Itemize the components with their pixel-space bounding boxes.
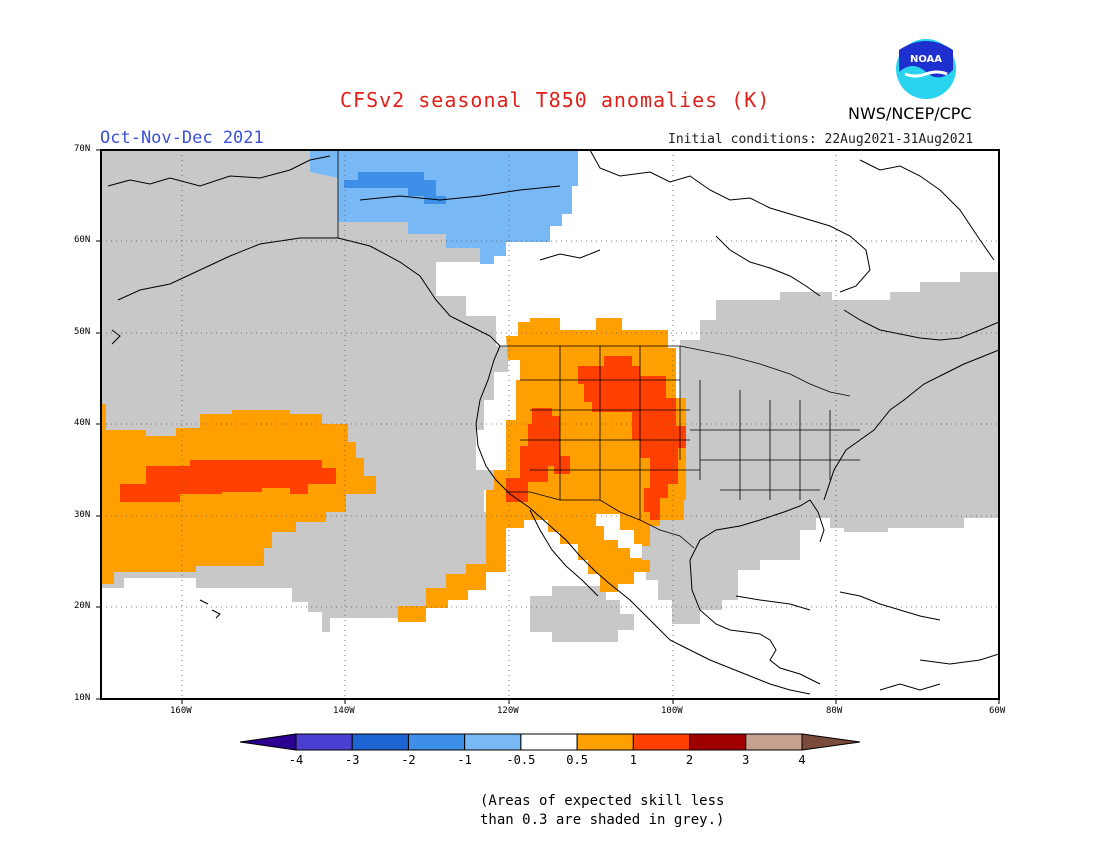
lon-label-80w: 80W — [826, 706, 843, 716]
lon-label-100w: 100W — [661, 706, 683, 716]
noaa-logo-icon: NOAA — [896, 39, 956, 99]
map-title: CFSv2 seasonal T850 anomalies (K) — [340, 88, 771, 112]
agency-label: NWS/NCEP/CPC — [848, 104, 972, 123]
map-background — [101, 150, 999, 699]
colorbar-tick-label: 2 — [685, 753, 694, 767]
initial-conditions-label: Initial conditions: 22Aug2021-31Aug2021 — [668, 132, 974, 147]
grey-region-east-pacific — [530, 586, 634, 642]
colorbar-tick-label: 4 — [798, 753, 806, 767]
map-frame — [100, 149, 1000, 700]
graticule — [101, 150, 999, 699]
skill-note-line-2: than 0.3 are shaded in grey.) — [480, 812, 725, 828]
colorbar-swatch — [689, 733, 747, 751]
lat-label-70n: 70N — [74, 144, 91, 154]
colorbar-swatch — [745, 733, 803, 751]
lat-label-60n: 60N — [74, 235, 91, 245]
svg-text:NOAA: NOAA — [910, 54, 942, 65]
colorbar-swatch — [295, 733, 353, 751]
colorbar-swatch — [464, 733, 522, 751]
colorbar-swatch — [351, 733, 409, 751]
colorbar-tick-label: 1 — [629, 753, 637, 767]
colorbar-tick-label: -2 — [401, 753, 416, 767]
political-borders — [337, 150, 860, 549]
colorbar-arrow-high — [801, 733, 861, 751]
coastlines — [107, 150, 999, 695]
red-region-rockies — [578, 356, 686, 520]
blue-region-canada — [344, 172, 446, 204]
lon-label-160w: 160W — [170, 706, 192, 716]
colorbar-swatch — [520, 733, 578, 751]
colorbar-tick-label: 3 — [742, 753, 750, 767]
colorbar-tick-label: -3 — [344, 753, 360, 767]
colorbar-swatch — [407, 733, 466, 751]
lat-label-20n: 20N — [74, 601, 91, 611]
colorbar-arrow-low — [239, 733, 297, 751]
orange-region-pacific — [101, 404, 376, 584]
colorbar-tick-label: -4 — [288, 753, 304, 767]
white-region-mexico — [596, 514, 642, 558]
lat-label-10n: 10N — [74, 693, 91, 703]
lat-label-50n: 50N — [74, 327, 91, 337]
season-label: Oct-Nov-Dec 2021 — [100, 128, 264, 148]
skill-note: (Areas of expected skill less than 0.3 a… — [480, 792, 724, 830]
lon-label-140w: 140W — [333, 706, 355, 716]
colorbar-tick-label: -1 — [457, 753, 472, 767]
colorbar-tick-label: 0.5 — [566, 753, 588, 767]
lon-label-120w: 120W — [497, 706, 519, 716]
lon-label-60w: 60W — [989, 706, 1006, 716]
colorbar-swatch — [632, 733, 691, 751]
red-region-pacific — [120, 460, 336, 502]
orange-region-west-us-mexico — [398, 318, 686, 622]
grey-region-north-pacific — [101, 150, 520, 632]
lat-label-40n: 40N — [74, 418, 91, 428]
light-blue-region-canada — [310, 150, 578, 264]
skill-note-line-1: (Areas of expected skill less — [480, 793, 725, 809]
lat-label-30n: 30N — [74, 510, 91, 520]
grey-region-north-america — [600, 272, 999, 624]
colorbar-tick-label: -0.5 — [506, 753, 536, 767]
red-region-southwest-us — [506, 408, 570, 502]
colorbar-swatch — [576, 733, 634, 751]
